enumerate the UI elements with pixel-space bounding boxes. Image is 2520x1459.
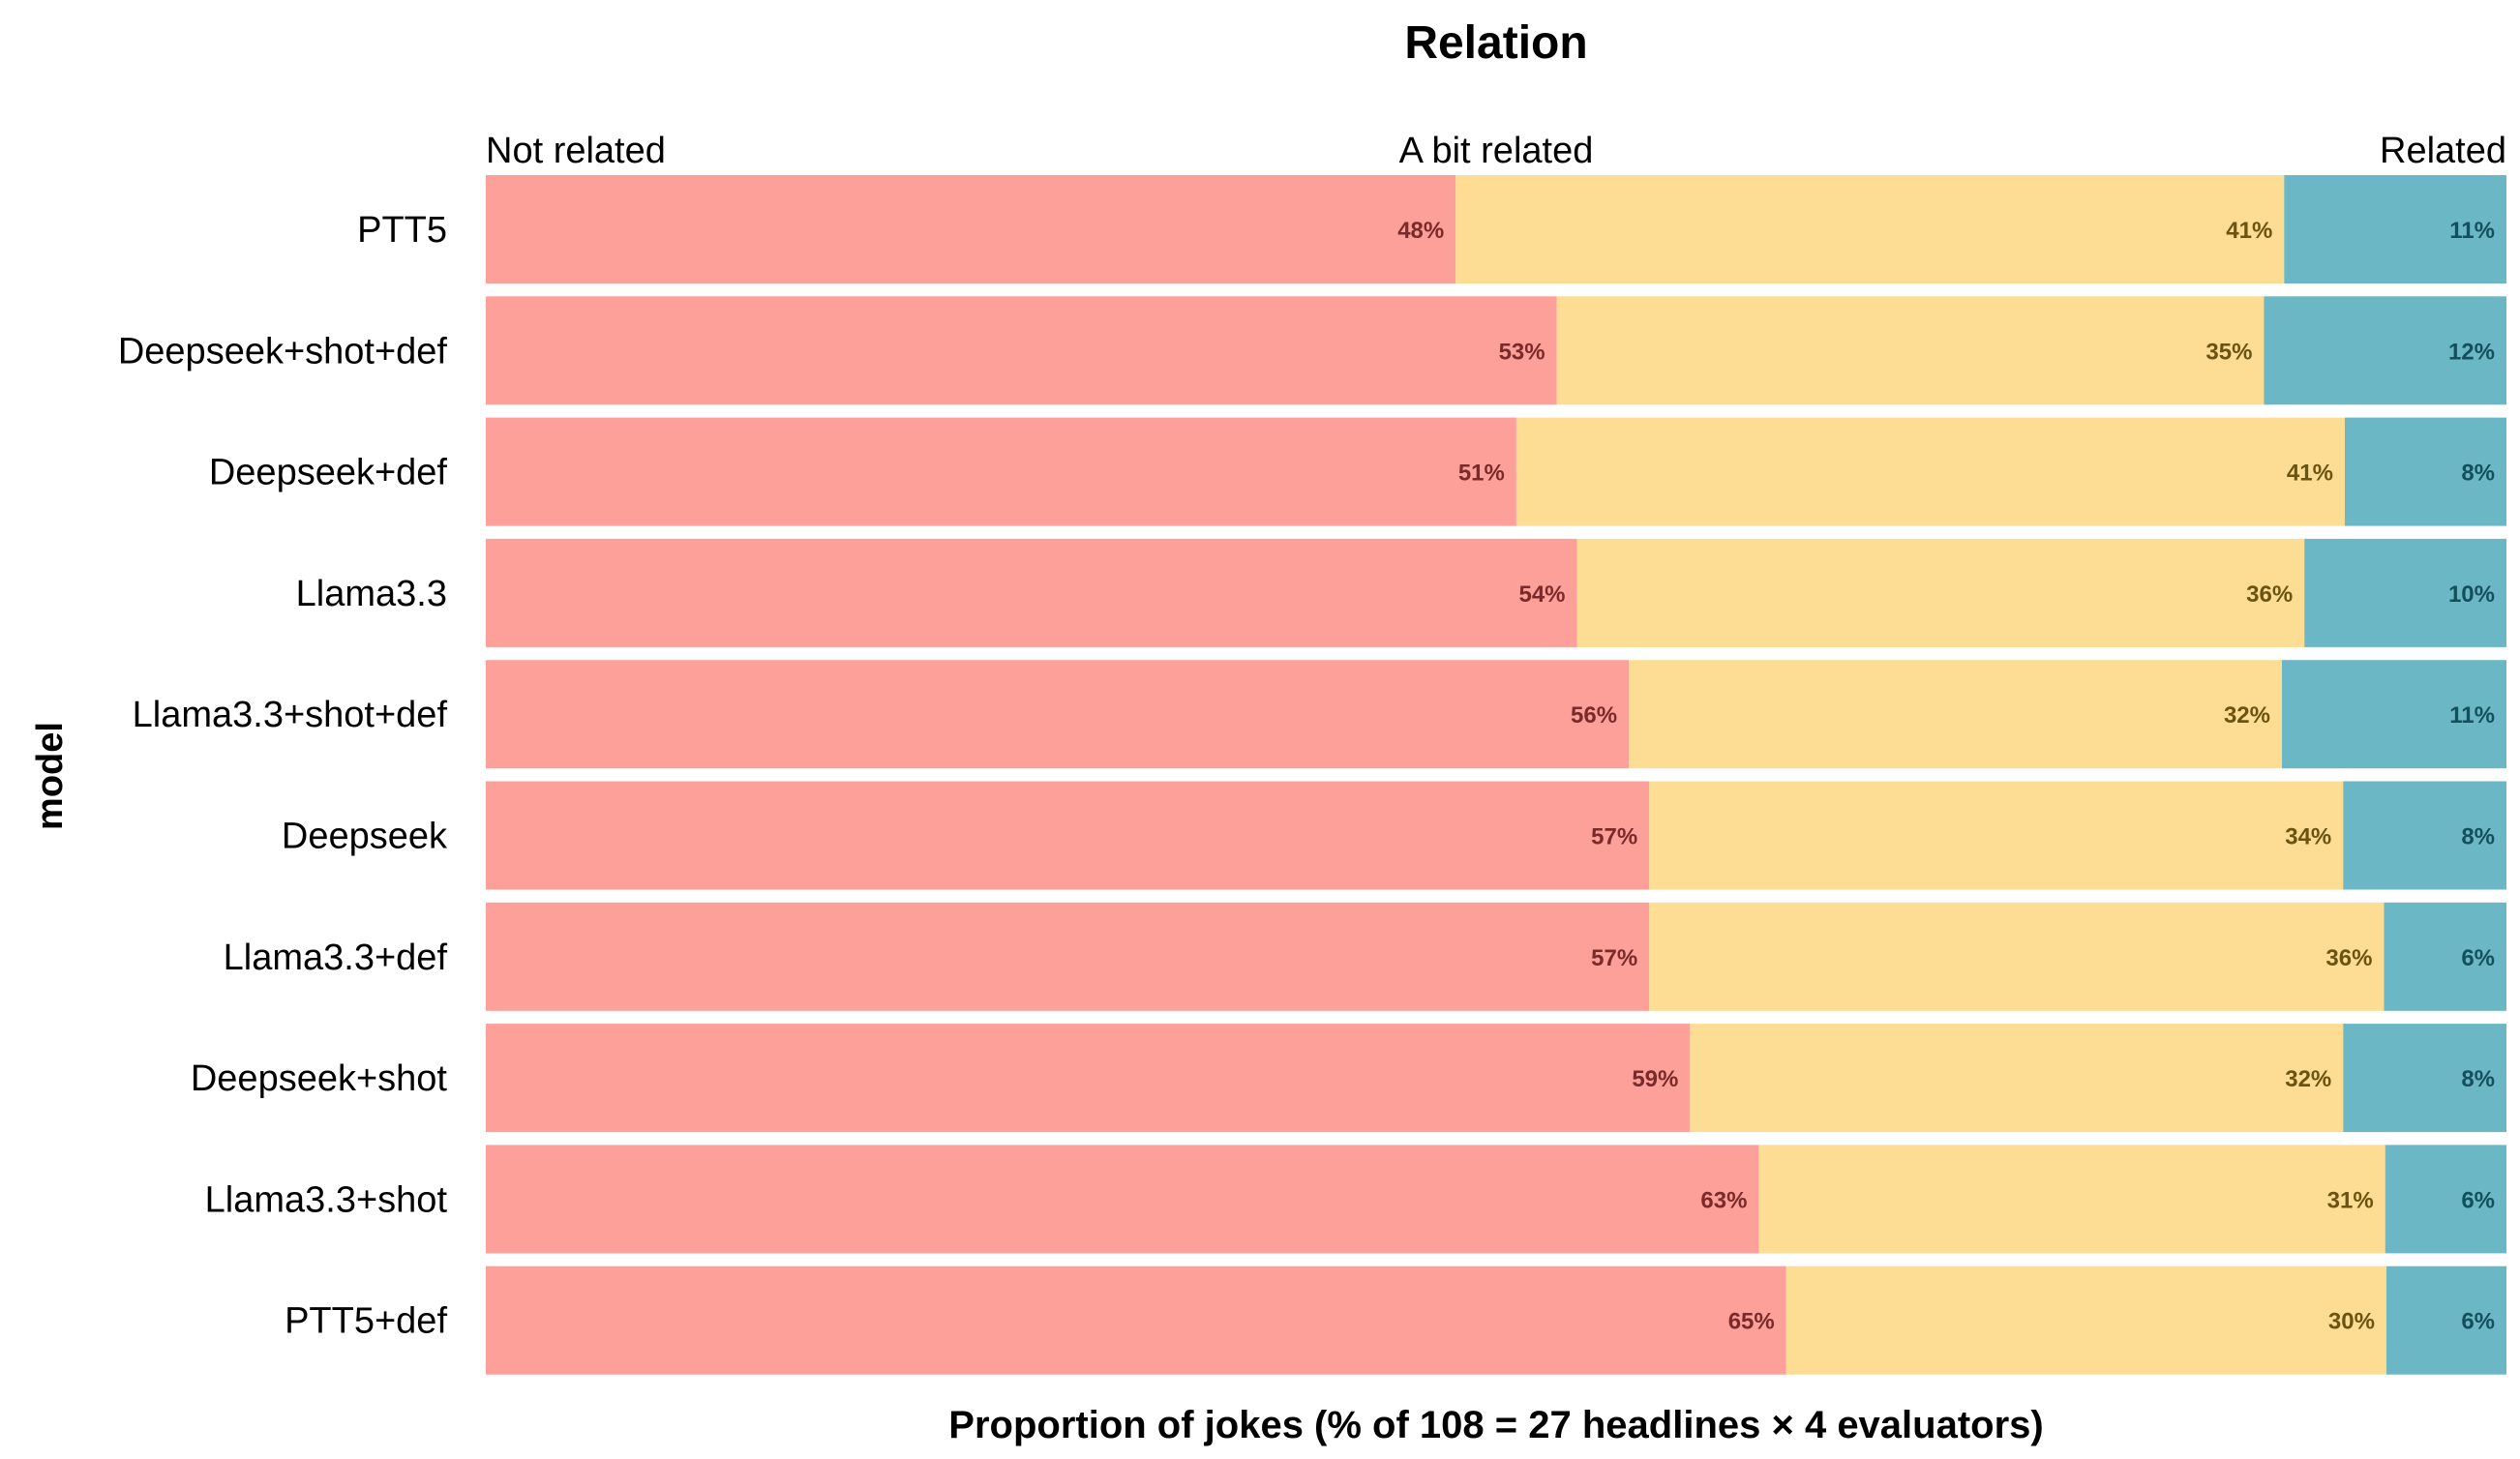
category-label: Llama3.3+def — [224, 938, 448, 978]
bar-PTT5+def-a-bit-related — [1785, 1265, 2386, 1375]
data-label: 34% — [2285, 824, 2331, 850]
data-label: 36% — [2246, 581, 2293, 608]
bar-Deepseek+def-not-related — [486, 417, 1516, 526]
category-label: Llama3.3+shot — [205, 1179, 448, 1220]
legend-label-not-related: Not related — [486, 131, 666, 171]
data-label: 51% — [1458, 461, 1505, 487]
bar-Deepseek+shot+def-a-bit-related — [1556, 296, 2265, 405]
bar-Llama3.3+shot+def-a-bit-related — [1629, 660, 2282, 769]
category-label: Llama3.3 — [296, 574, 447, 614]
bar-Deepseek+shot-related — [2343, 1024, 2506, 1133]
data-label: 36% — [2325, 945, 2372, 971]
data-label: 12% — [2448, 339, 2495, 365]
bar-Deepseek+def-a-bit-related — [1515, 417, 2345, 526]
data-label: 10% — [2448, 581, 2495, 608]
legend-label-related: Related — [2380, 131, 2506, 171]
data-label: 11% — [2449, 218, 2495, 244]
chart-title: Relation — [1404, 17, 1587, 69]
data-label: 57% — [1591, 945, 1637, 971]
bar-Llama3.3-not-related — [486, 538, 1577, 647]
category-label: Deepseek+shot+def — [118, 331, 448, 372]
y-axis-title: model — [30, 722, 71, 830]
bar-Llama3.3-a-bit-related — [1576, 538, 2305, 647]
bar-Deepseek+shot-not-related — [486, 1024, 1691, 1133]
bar-Deepseek-related — [2343, 781, 2506, 890]
bar-Llama3.3+def-not-related — [486, 902, 1650, 1011]
category-label: PTT5 — [357, 210, 447, 251]
data-label: 8% — [2461, 1066, 2495, 1092]
bar-Llama3.3+shot-related — [2385, 1145, 2506, 1254]
data-label: 41% — [2226, 218, 2272, 244]
bar-PTT5+def-related — [2385, 1265, 2506, 1375]
bar-Deepseek-a-bit-related — [1649, 781, 2344, 890]
data-label: 35% — [2205, 339, 2252, 365]
data-label: 57% — [1591, 824, 1637, 850]
category-label: PTT5+def — [285, 1301, 447, 1342]
bar-PTT5+def-not-related — [486, 1265, 1786, 1375]
data-label: 65% — [1728, 1309, 1775, 1335]
data-label: 48% — [1397, 218, 1444, 244]
bar-PTT5-not-related — [486, 175, 1456, 283]
bar-Llama3.3+shot+def-related — [2282, 660, 2506, 769]
bar-Deepseek+shot+def-not-related — [486, 296, 1557, 405]
legend-label-a-bit-related: A bit related — [1399, 131, 1594, 171]
category-label: Llama3.3+shot+def — [133, 695, 448, 735]
bar-PTT5-a-bit-related — [1455, 175, 2285, 283]
data-label: 8% — [2461, 461, 2495, 487]
data-label: 11% — [2449, 702, 2495, 729]
data-label: 32% — [2224, 702, 2270, 729]
category-label: Deepseek — [282, 817, 448, 857]
data-label: 30% — [2328, 1309, 2375, 1335]
bar-Llama3.3+shot-a-bit-related — [1758, 1145, 2385, 1254]
bar-Deepseek-not-related — [486, 781, 1650, 890]
data-label: 53% — [1499, 339, 1545, 365]
data-label: 6% — [2461, 945, 2495, 971]
x-axis-title: Proportion of jokes (% of 108 = 27 headl… — [948, 1404, 2043, 1446]
data-label: 63% — [1700, 1187, 1747, 1213]
data-label: 41% — [2287, 461, 2333, 487]
data-label: 56% — [1571, 702, 1617, 729]
bar-Llama3.3+def-a-bit-related — [1649, 902, 2385, 1011]
data-label: 54% — [1518, 581, 1565, 608]
bar-Llama3.3+shot-not-related — [486, 1145, 1759, 1254]
data-label: 32% — [2285, 1066, 2331, 1092]
category-label: Deepseek+shot — [191, 1058, 448, 1099]
bar-PTT5-related — [2284, 175, 2506, 283]
bar-Deepseek+shot+def-related — [2264, 296, 2506, 405]
bar-Deepseek+shot-a-bit-related — [1690, 1024, 2344, 1133]
bar-Llama3.3-related — [2304, 538, 2506, 647]
data-label: 31% — [2327, 1187, 2374, 1213]
bar-Deepseek+def-related — [2344, 417, 2506, 526]
bar-Llama3.3+shot+def-not-related — [486, 660, 1630, 769]
data-label: 59% — [1632, 1066, 1678, 1092]
data-label: 6% — [2461, 1309, 2495, 1335]
bar-Llama3.3+def-related — [2384, 902, 2506, 1011]
data-label: 8% — [2461, 824, 2495, 850]
data-label: 6% — [2461, 1187, 2495, 1213]
category-label: Deepseek+def — [209, 453, 448, 493]
